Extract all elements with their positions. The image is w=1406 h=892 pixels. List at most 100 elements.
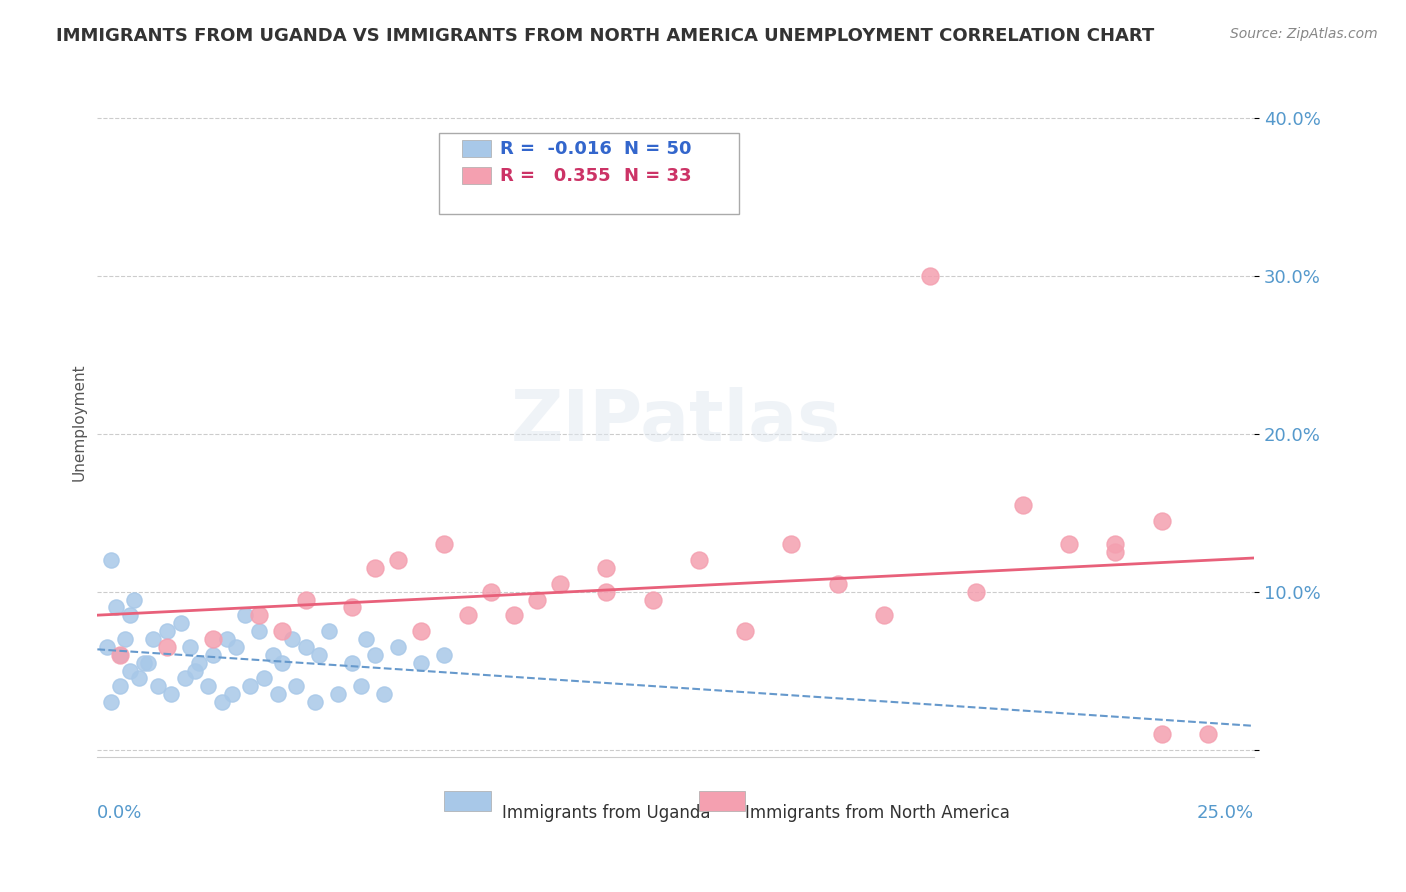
Point (340, 656, 363, 670)
Point (364, 561, 387, 575)
Point (267, 687, 290, 701)
Point (188, 656, 211, 670)
Point (142, 632, 165, 646)
Point (734, 624, 756, 638)
Point (411, 624, 433, 638)
Text: 0.0%: 0.0% (97, 805, 143, 822)
Point (247, 608, 270, 623)
Point (215, 632, 238, 646)
Text: R =  -0.016: R = -0.016 (501, 140, 612, 158)
Point (211, 695, 233, 709)
Point (688, 553, 710, 567)
Point (179, 640, 201, 654)
Point (110, 679, 132, 693)
Point (457, 608, 479, 623)
Point (373, 687, 395, 701)
Point (304, 695, 326, 709)
Point (271, 624, 294, 638)
Point (104, 600, 127, 615)
Point (827, 576, 849, 591)
Text: Immigrants from Uganda: Immigrants from Uganda (502, 805, 710, 822)
Point (128, 672, 150, 686)
Point (308, 648, 330, 662)
Point (326, 687, 349, 701)
Point (526, 592, 548, 607)
Point (118, 664, 141, 678)
Point (1057, 537, 1080, 551)
Point (364, 648, 387, 662)
Point (294, 592, 316, 607)
Point (202, 632, 225, 646)
Point (294, 640, 316, 654)
Point (110, 648, 132, 662)
Point (1104, 545, 1126, 559)
Point (1197, 727, 1219, 741)
Point (280, 632, 302, 646)
Point (920, 268, 942, 283)
Point (247, 624, 270, 638)
Point (1104, 537, 1126, 551)
Text: R =   0.355: R = 0.355 (501, 167, 610, 185)
Text: Source: ZipAtlas.com: Source: ZipAtlas.com (1230, 27, 1378, 41)
Point (641, 592, 664, 607)
Point (110, 648, 132, 662)
Text: 25.0%: 25.0% (1197, 805, 1254, 822)
Point (136, 656, 159, 670)
Point (156, 640, 179, 654)
Point (285, 679, 308, 693)
Point (132, 656, 155, 670)
Point (160, 687, 183, 701)
FancyBboxPatch shape (439, 133, 740, 214)
Text: N = 33: N = 33 (624, 167, 692, 185)
Point (253, 672, 276, 686)
Point (595, 561, 617, 575)
Point (411, 656, 433, 670)
Point (202, 648, 225, 662)
Point (114, 632, 136, 646)
Point (387, 553, 409, 567)
Point (340, 600, 363, 615)
Point (262, 648, 284, 662)
Point (239, 679, 262, 693)
Point (966, 584, 988, 599)
Point (146, 679, 169, 693)
Point (350, 679, 373, 693)
Text: N = 50: N = 50 (624, 140, 692, 158)
Point (318, 624, 340, 638)
Point (174, 672, 197, 686)
Point (502, 608, 524, 623)
Point (780, 537, 803, 551)
Point (118, 608, 141, 623)
Point (433, 648, 456, 662)
Point (221, 687, 243, 701)
Point (479, 584, 502, 599)
Point (1150, 727, 1173, 741)
Point (548, 576, 571, 591)
Point (183, 664, 205, 678)
Point (433, 537, 456, 551)
Point (100, 553, 122, 567)
Point (235, 608, 257, 623)
Text: ZIPatlas: ZIPatlas (510, 387, 841, 457)
Point (354, 632, 377, 646)
Point (197, 679, 219, 693)
Point (225, 640, 247, 654)
Point (271, 656, 294, 670)
Point (124, 592, 146, 607)
Point (156, 624, 179, 638)
Point (96, 640, 118, 654)
FancyBboxPatch shape (699, 791, 745, 811)
Point (1011, 498, 1033, 512)
Y-axis label: Unemployment: Unemployment (72, 363, 86, 481)
Bar (461, 140, 491, 157)
Point (595, 584, 617, 599)
Point (1150, 514, 1173, 528)
FancyBboxPatch shape (444, 791, 491, 811)
Point (169, 616, 191, 631)
Bar (461, 167, 491, 184)
Point (387, 640, 409, 654)
Text: IMMIGRANTS FROM UGANDA VS IMMIGRANTS FROM NORTH AMERICA UNEMPLOYMENT CORRELATION: IMMIGRANTS FROM UGANDA VS IMMIGRANTS FRO… (56, 27, 1154, 45)
Point (873, 608, 896, 623)
Point (100, 695, 122, 709)
Text: Immigrants from North America: Immigrants from North America (745, 805, 1010, 822)
